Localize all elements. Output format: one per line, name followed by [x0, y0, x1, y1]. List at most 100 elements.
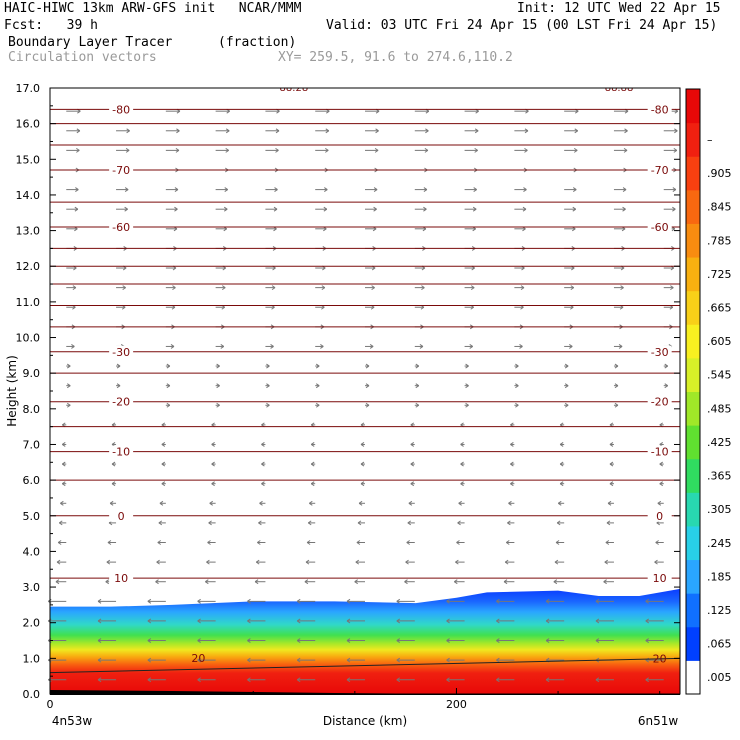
vector-arrow-head [559, 461, 564, 467]
vector-arrow-head [396, 618, 401, 624]
vector-arrow-head [553, 579, 558, 585]
vector-arrow-head [469, 344, 473, 349]
vector-arrow-head [371, 285, 375, 291]
contour-label-bg [109, 509, 134, 522]
vector-arrow-head [216, 383, 220, 389]
vector-arrow-head [410, 442, 415, 447]
vector-arrow-head [465, 402, 469, 408]
vector-arrow-head [659, 481, 664, 487]
vector-arrow-head [166, 363, 171, 369]
colorbar-label: .305 [707, 503, 732, 516]
contour-label-left: 10 [114, 572, 128, 585]
colorbar-label: .065 [707, 638, 732, 651]
vector-arrow-head [58, 520, 63, 526]
vector-arrow-head [373, 206, 377, 212]
vector-arrow-head [261, 461, 265, 467]
vector-label: Circulation vectors [8, 50, 157, 65]
vector-arrow-head [310, 481, 315, 487]
vector-arrow-head [622, 187, 627, 193]
vector-arrow-head [620, 285, 624, 291]
colorbar-segment [686, 324, 700, 359]
vector-arrow-head [520, 285, 525, 291]
colorbar-label: .545 [707, 369, 732, 382]
vector-arrow-head [454, 579, 458, 585]
contour-label-right: 0 [656, 510, 663, 523]
vector-arrow-head [174, 206, 178, 212]
vector-arrow-head [159, 500, 164, 506]
vector-arrow-head [505, 540, 510, 545]
vector-arrow-head [161, 442, 166, 447]
vector-arrow-head [60, 500, 64, 506]
y-axis-label: Height (km) [5, 355, 19, 426]
contour-label-left: -60 [112, 221, 130, 234]
vector-arrow-head [261, 481, 265, 487]
contour-label-bg [647, 395, 672, 408]
vector-arrow-head [456, 540, 460, 545]
vector-arrow-head [496, 638, 500, 643]
vector-arrow-head [147, 657, 152, 663]
circulation-vectors [47, 108, 679, 683]
vector-arrow-head [496, 677, 500, 683]
vector-arrow-head [271, 285, 276, 291]
vector-arrow-head [396, 638, 401, 643]
vector-arrow-head [496, 618, 500, 624]
vector-arrow-head [258, 520, 262, 526]
vector-arrow-head [266, 363, 270, 369]
contour-label-bg [647, 221, 672, 234]
vector-arrow-head [510, 481, 514, 487]
vector-arrow-head [304, 579, 309, 585]
contour-label-20-left: 20 [191, 652, 205, 665]
vector-arrow-head [97, 657, 102, 663]
colorbar-label: .005 [707, 671, 732, 684]
y-tick-label: 3.0 [23, 581, 41, 594]
vector-arrow-head [111, 461, 116, 467]
colorbar-segment [686, 458, 700, 493]
vector-arrow-head [415, 383, 420, 389]
colorbar-label: .245 [707, 537, 732, 550]
vector-arrow-head [515, 383, 519, 389]
colorbar-label: .785 [707, 234, 732, 247]
vector-arrow-head [559, 481, 564, 487]
vector-arrow-head [614, 402, 619, 408]
vector-arrow-head [125, 147, 130, 153]
vector-arrow-head [410, 461, 415, 467]
vector-arrow-head [207, 540, 211, 545]
y-tick-label: 15.0 [16, 153, 41, 166]
vector-arrow-head [365, 383, 370, 389]
vector-arrow-head [496, 598, 500, 604]
vector-arrow-head [310, 442, 315, 447]
vector-arrow-head [147, 618, 152, 624]
vector-arrow-head [75, 187, 79, 193]
vector-arrow-head [124, 206, 128, 212]
contour-label-right: -10 [651, 446, 669, 459]
colorbar-segment [686, 89, 700, 124]
vector-arrow-head [209, 500, 214, 506]
vector-arrow-head [515, 402, 519, 408]
y-tick-label: 10.0 [16, 332, 41, 345]
vector-arrow-head [618, 344, 623, 349]
vector-arrow-head [374, 147, 379, 153]
vector-arrow-head [645, 598, 650, 604]
field-name: Boundary Layer Tracer [8, 35, 173, 50]
vector-arrow-head [357, 520, 362, 526]
contour-label-left: -30 [112, 346, 130, 359]
contour-label-bg [109, 345, 134, 358]
x-end-label-right: 6n51w [638, 714, 679, 728]
vector-arrow-head [407, 520, 412, 526]
vector-arrow-head [254, 579, 259, 585]
vector-arrow-head [211, 461, 215, 467]
vector-arrow-head [604, 559, 609, 565]
forecast-hour: Fcst: 39 h [4, 18, 98, 33]
vector-arrow-head [396, 657, 401, 663]
vector-arrow-head [247, 657, 251, 663]
vector-arrow-head [296, 598, 301, 604]
colorbar-label: .845 [707, 201, 732, 214]
colorbar-label: .365 [707, 470, 732, 483]
vector-arrow-head [369, 344, 374, 349]
vector-arrow-head [659, 461, 664, 467]
vector-arrow-head [176, 128, 180, 134]
vector-arrow-head [360, 442, 365, 447]
colorbar-label: .185 [707, 570, 732, 583]
contour-label-bg [647, 345, 672, 358]
